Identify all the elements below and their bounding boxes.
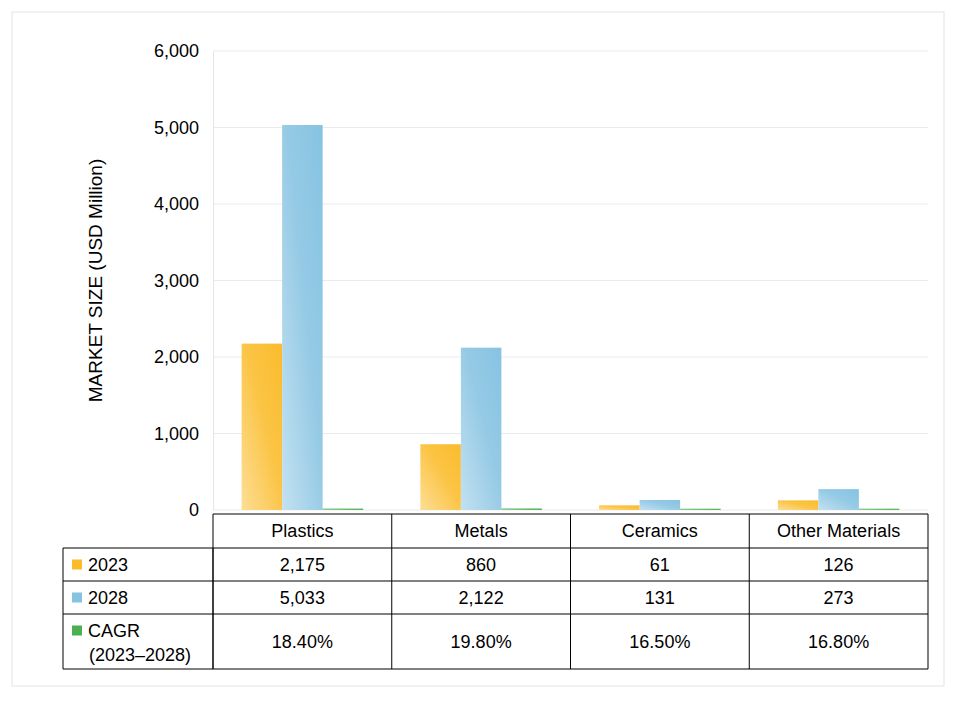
table-border — [391, 548, 392, 581]
data-table: Plastics Metals Ceramics Other Materials 202… — [63, 514, 928, 669]
table-border — [63, 669, 928, 670]
table-value: 19.80% — [451, 632, 512, 652]
bar — [680, 509, 721, 510]
table-border — [63, 581, 64, 614]
table-border — [749, 548, 750, 581]
legend-swatch — [72, 626, 82, 636]
bar — [501, 508, 542, 510]
table-value: 16.80% — [808, 632, 869, 652]
legend-label: CAGR(2023–2028) — [88, 621, 191, 665]
y-tick: 3,000 — [154, 271, 213, 291]
y-tick-label: 0 — [189, 500, 199, 520]
y-tick: 2,000 — [154, 347, 213, 367]
table-border — [391, 581, 392, 614]
bar — [599, 505, 640, 510]
category-label: Other Materials — [777, 521, 900, 541]
table-border — [213, 614, 214, 669]
table-border — [928, 581, 929, 614]
table-value: 18.40% — [272, 632, 333, 652]
table-border — [63, 581, 928, 582]
y-tick: 4,000 — [154, 194, 213, 214]
grid — [213, 51, 928, 510]
table-border — [928, 614, 929, 669]
table-border — [213, 548, 214, 581]
table-value: 126 — [824, 555, 854, 575]
frame — [12, 12, 944, 686]
legend-label: 2023 — [88, 555, 128, 575]
table-border — [63, 548, 928, 549]
bar — [859, 509, 900, 510]
legend-swatch — [72, 560, 82, 570]
bar — [242, 344, 283, 510]
table-border — [213, 581, 214, 614]
table-border — [213, 581, 214, 614]
bar — [282, 125, 323, 510]
bar — [323, 509, 364, 510]
table-value: 16.50% — [629, 632, 690, 652]
legend-swatch — [72, 593, 82, 603]
y-tick-label: 6,000 — [154, 41, 199, 61]
table-border — [63, 614, 928, 615]
table-border — [63, 548, 64, 581]
table-border — [570, 581, 571, 614]
category-label: Plastics — [271, 521, 333, 541]
y-tick-label: 2,000 — [154, 347, 199, 367]
table-border — [63, 614, 64, 669]
table-value: 61 — [650, 555, 670, 575]
y-tick-label: 1,000 — [154, 424, 199, 444]
y-tick-label: 3,000 — [154, 271, 199, 291]
table-border — [213, 514, 214, 548]
bar — [461, 348, 502, 510]
table-value: 2,175 — [280, 555, 325, 575]
table-border — [570, 614, 571, 669]
chart: 0 1,000 2,000 3,000 4,000 5,000 6,000 MARKET SI… — [0, 0, 960, 720]
y-tick-label: 4,000 — [154, 194, 199, 214]
y-tick: 0 — [189, 500, 213, 520]
table-border — [928, 548, 929, 581]
table-border — [391, 614, 392, 669]
table-value: 131 — [645, 588, 675, 608]
table-border — [213, 614, 214, 669]
table-border — [570, 548, 571, 581]
bars — [242, 125, 900, 510]
bar — [420, 444, 461, 510]
category-label: Ceramics — [622, 521, 698, 541]
table-border — [928, 514, 929, 548]
table-border — [749, 514, 750, 548]
y-tick-label: 5,000 — [154, 118, 199, 138]
table-value: 2,122 — [459, 588, 504, 608]
category-label: Metals — [455, 521, 508, 541]
y-axis-title: MARKET SIZE (USD Million) — [85, 159, 106, 403]
table-value: 273 — [824, 588, 854, 608]
bar — [640, 500, 681, 510]
table-border — [570, 514, 571, 548]
table-border — [391, 514, 392, 548]
y-axis-line — [213, 52, 214, 511]
bar — [818, 489, 859, 510]
y-axis: 0 1,000 2,000 3,000 4,000 5,000 6,000 — [154, 41, 214, 520]
legend-label: 2028 — [88, 588, 128, 608]
y-tick: 5,000 — [154, 118, 213, 138]
table-border — [749, 581, 750, 614]
y-tick: 1,000 — [154, 424, 213, 444]
table-border — [749, 614, 750, 669]
bar — [778, 500, 819, 510]
table-border — [213, 548, 214, 581]
table-value: 5,033 — [280, 588, 325, 608]
y-tick: 6,000 — [154, 41, 213, 61]
table-value: 860 — [466, 555, 496, 575]
grid-line — [213, 51, 928, 52]
